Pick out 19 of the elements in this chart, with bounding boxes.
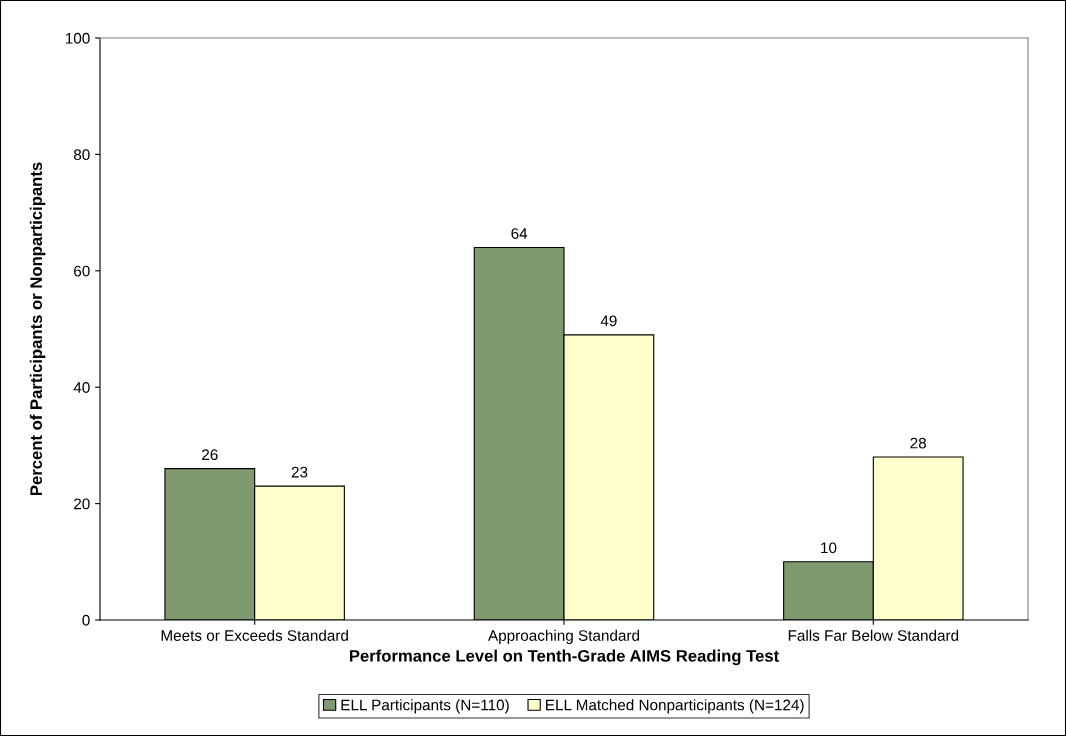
data-label: 28: [910, 437, 927, 449]
data-label: 10: [821, 542, 837, 554]
data-label: 23: [291, 466, 308, 478]
x-tick-label: Falls Far Below Standard: [788, 629, 959, 641]
y-tick-label: 40: [73, 382, 90, 393]
y-tick-label: 60: [74, 265, 90, 277]
data-label: 26: [202, 449, 218, 461]
y-axis-title: Percent of Participants or Nonparticipants: [29, 162, 46, 496]
data-label: 64: [511, 228, 528, 239]
legend-label: ELL Participants (N=110): [341, 699, 509, 714]
x-tick-label: Approaching Standard: [488, 629, 640, 644]
x-axis-title: Performance Level on Tenth-Grade AIMS Reading Test: [349, 649, 779, 666]
y-tick-label: 0: [82, 614, 90, 626]
y-tick-label: 80: [73, 149, 90, 161]
legend-label: ELL Matched Nonparticipants (N=124): [546, 699, 804, 714]
y-tick-label: 20: [74, 498, 90, 510]
x-tick-label: Meets or Exceeds Standard: [161, 629, 348, 641]
data-label: 49: [600, 315, 617, 327]
y-tick-label: 100: [65, 32, 90, 44]
